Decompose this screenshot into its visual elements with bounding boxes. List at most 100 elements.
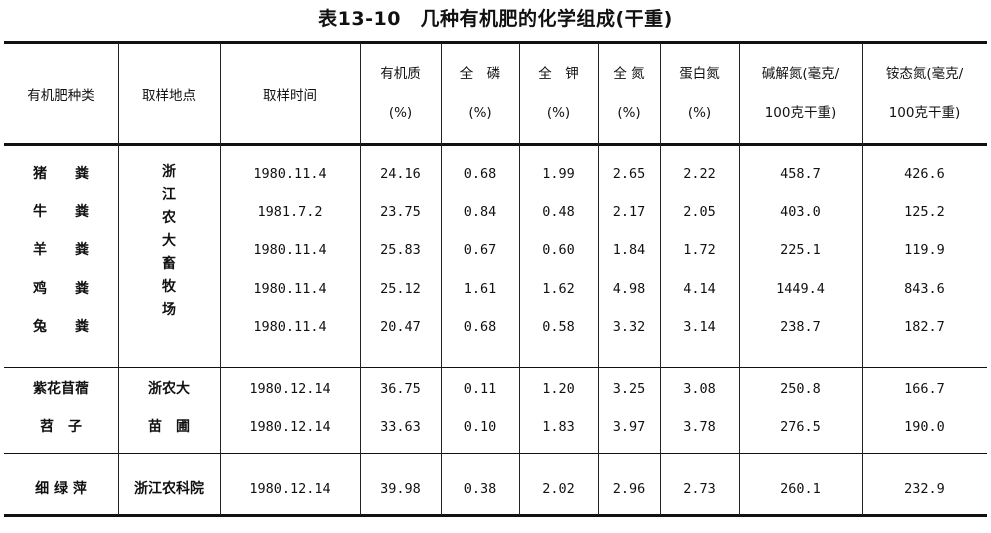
header-alkali-n: 碱解氮(毫克/ (761, 66, 840, 82)
row-total-p: 0.68 (463, 319, 497, 335)
row-ammonium-n: 125.2 (904, 204, 945, 220)
row-total-p: 0.10 (463, 419, 497, 435)
row-kind: 牛 粪 (33, 204, 89, 220)
row-alkali-n: 250.8 (780, 381, 821, 397)
header-organic-matter: 有机质 (380, 66, 421, 82)
header-total-p: 全 磷 (459, 66, 501, 82)
row-kind: 细 绿 萍 (35, 481, 87, 497)
header-total-k-unit: (%) (546, 105, 571, 121)
row-alkali-n: 276.5 (780, 419, 821, 435)
row-location: 苗 圃 (148, 419, 190, 435)
group-divider-2 (4, 453, 987, 454)
row-ammonium-n: 190.0 (904, 419, 945, 435)
row-alkali-n: 260.1 (780, 481, 821, 497)
row-total-k: 0.48 (542, 204, 575, 220)
row-total-k: 1.62 (542, 281, 575, 297)
row-alkali-n: 458.7 (780, 166, 821, 182)
column-divider (519, 43, 520, 515)
row-organic-matter: 20.47 (380, 319, 421, 335)
row-total-n: 3.25 (612, 381, 646, 397)
row-organic-matter: 24.16 (380, 166, 421, 182)
column-divider (739, 43, 740, 515)
column-divider (220, 43, 221, 515)
row-organic-matter: 39.98 (380, 481, 421, 497)
column-divider (360, 43, 361, 515)
row-ammonium-n: 166.7 (904, 381, 945, 397)
row-protein-n: 3.14 (683, 319, 716, 335)
column-divider (118, 43, 119, 515)
row-ammonium-n: 843.6 (904, 281, 945, 297)
row-organic-matter: 36.75 (380, 381, 421, 397)
header-rule (4, 143, 987, 146)
row-total-p: 1.61 (463, 281, 497, 297)
row-alkali-n: 403.0 (780, 204, 821, 220)
row-total-k: 1.20 (542, 381, 575, 397)
header-total-k: 全 钾 (538, 66, 579, 82)
row-total-n: 2.65 (612, 166, 646, 182)
column-divider (660, 43, 661, 515)
row-time: 1980.11.4 (253, 281, 327, 297)
header-ammonium-n-unit: 100克干重) (888, 105, 961, 121)
row-kind: 羊 粪 (33, 242, 89, 258)
row-protein-n: 3.78 (683, 419, 716, 435)
column-divider (441, 43, 442, 515)
row-total-n: 3.97 (612, 419, 646, 435)
bottom-rule (4, 514, 987, 517)
row-protein-n: 3.08 (683, 381, 716, 397)
column-divider (862, 43, 863, 515)
row-total-p: 0.38 (463, 481, 497, 497)
row-alkali-n: 1449.4 (776, 281, 825, 297)
row-total-p: 0.68 (463, 166, 497, 182)
row-alkali-n: 225.1 (780, 242, 821, 258)
group1-location: 浙江农大畜牧场 (162, 164, 176, 318)
header-total-n-unit: (%) (617, 105, 641, 121)
row-time: 1980.12.14 (249, 419, 331, 435)
row-total-n: 1.84 (612, 242, 646, 258)
row-ammonium-n: 119.9 (904, 242, 945, 258)
row-kind: 兔 粪 (33, 319, 89, 335)
row-ammonium-n: 182.7 (904, 319, 945, 335)
row-total-k: 1.83 (542, 419, 575, 435)
row-protein-n: 4.14 (683, 281, 716, 297)
header-protein-n: 蛋白氮 (679, 66, 720, 82)
row-location: 浙农大 (148, 381, 190, 397)
row-total-p: 0.67 (463, 242, 497, 258)
header-ammonium-n: 铵态氮(毫克/ (885, 66, 964, 82)
table-title: 表13-10 几种有机肥的化学组成(干重) (318, 8, 673, 30)
row-total-k: 1.99 (542, 166, 575, 182)
row-organic-matter: 25.83 (380, 242, 421, 258)
row-protein-n: 1.72 (683, 242, 716, 258)
top-rule (4, 41, 987, 44)
row-organic-matter: 33.63 (380, 419, 421, 435)
header-protein-n-unit: (%) (687, 105, 712, 121)
column-divider (598, 43, 599, 515)
row-kind: 猪 粪 (33, 166, 89, 182)
row-time: 1980.11.4 (253, 166, 327, 182)
row-total-n: 3.32 (612, 319, 646, 335)
header-alkali-n-unit: 100克干重) (764, 105, 837, 121)
header-location: 取样地点 (142, 88, 196, 104)
row-total-k: 0.60 (542, 242, 575, 258)
row-total-k: 2.02 (542, 481, 575, 497)
row-time: 1980.12.14 (249, 381, 331, 397)
header-total-n: 全 氮 (613, 66, 645, 82)
row-total-n: 2.96 (612, 481, 646, 497)
row-time: 1981.7.2 (257, 204, 323, 220)
row-protein-n: 2.22 (683, 166, 716, 182)
row-kind: 紫花苜蓿 (33, 381, 89, 397)
group-divider-1 (4, 367, 987, 368)
row-total-n: 2.17 (612, 204, 646, 220)
row-time: 1980.12.14 (249, 481, 331, 497)
row-alkali-n: 238.7 (780, 319, 821, 335)
row-time: 1980.11.4 (253, 319, 327, 335)
row-kind: 苕 子 (40, 419, 82, 435)
row-time: 1980.11.4 (253, 242, 327, 258)
header-time: 取样时间 (263, 88, 317, 104)
row-total-k: 0.58 (542, 319, 575, 335)
header-total-p-unit: (%) (468, 105, 492, 121)
row-organic-matter: 23.75 (380, 204, 421, 220)
row-organic-matter: 25.12 (380, 281, 421, 297)
row-total-p: 0.84 (463, 204, 497, 220)
row-ammonium-n: 426.6 (904, 166, 945, 182)
row-total-n: 4.98 (612, 281, 646, 297)
